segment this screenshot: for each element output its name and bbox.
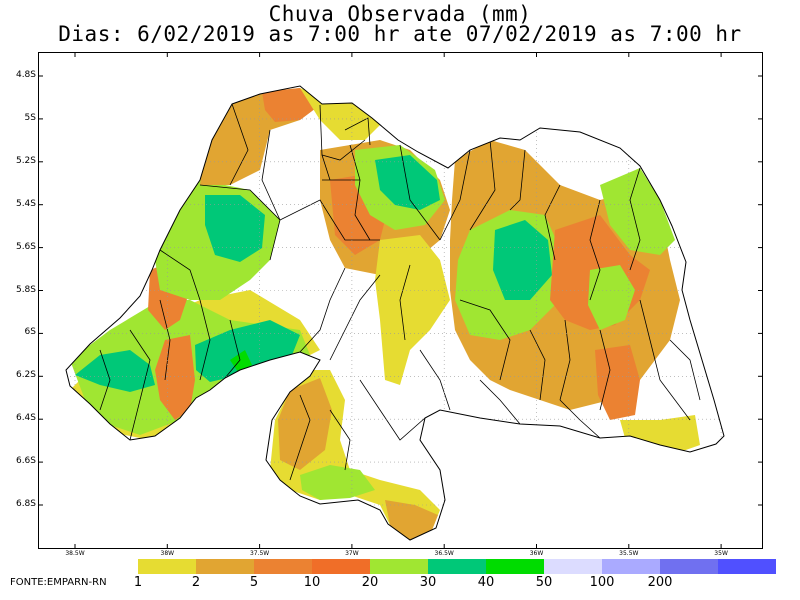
map-title: Chuva Observada (mm) xyxy=(268,2,532,26)
legend-swatch xyxy=(660,559,718,574)
legend-value: 30 xyxy=(419,575,437,590)
rain-zone-1mm-southeast xyxy=(620,415,700,452)
rain-zone-20mm-east-center xyxy=(588,265,635,330)
lon-tick-label: 38W xyxy=(160,550,175,557)
rain-zone-30mm-southwest xyxy=(195,320,300,382)
legend-value: 10 xyxy=(303,575,321,590)
lat-tick-label: 6.4S xyxy=(15,413,36,424)
legend-swatch xyxy=(428,559,486,574)
legend-swatch xyxy=(138,559,196,574)
rain-zone-5mm-southeast xyxy=(595,345,640,420)
rain-zone-20mm-northeast xyxy=(600,168,675,255)
legend-swatch xyxy=(718,559,776,574)
lon-tick-label: 35.5W xyxy=(619,550,639,557)
legend-swatch xyxy=(196,559,254,574)
rain-zone-2mm-south-tip xyxy=(385,500,438,540)
data-source: FONTE:EMPARN-RN xyxy=(10,577,107,588)
legend-swatch xyxy=(544,559,602,574)
rain-zone-30mm-central-north xyxy=(375,155,440,210)
legend-swatch xyxy=(486,559,544,574)
lat-tick-label: 6S xyxy=(24,327,36,338)
legend-swatch xyxy=(602,559,660,574)
lat-tick-label: 5.8S xyxy=(15,284,36,295)
lat-tick-label: 4.8S xyxy=(15,70,36,80)
legend-value: 40 xyxy=(477,575,495,590)
rain-zone-30mm-northwest xyxy=(205,195,265,262)
map-frame xyxy=(38,52,763,549)
rain-zone-30mm-west xyxy=(75,350,155,392)
legend-value: 1 xyxy=(133,575,143,590)
lon-tick-label: 38.5W xyxy=(65,550,85,557)
rain-zone-20mm-south xyxy=(300,465,375,500)
rain-zone-40mm-southwest xyxy=(230,350,252,372)
lat-tick-label: 6.6S xyxy=(15,456,36,467)
legend-swatch xyxy=(312,559,370,574)
legend-value: 100 xyxy=(589,575,615,590)
lat-tick-label: 5.6S xyxy=(15,241,36,252)
lon-tick-label: 37.5W xyxy=(249,550,270,557)
lat-tick-label: 6.8S xyxy=(15,499,36,509)
lon-tick-label: 36.5W xyxy=(434,550,454,557)
lon-tick-label: 35W xyxy=(714,550,728,557)
map-subtitle: Dias: 6/02/2019 as 7:00 hr ate 07/02/201… xyxy=(58,22,742,46)
rain-zone-1mm-central xyxy=(375,235,450,385)
legend-color-bar xyxy=(138,559,776,574)
legend-value: 50 xyxy=(535,575,553,590)
lat-tick-label: 5S xyxy=(24,112,36,123)
legend-value: 5 xyxy=(249,575,259,590)
rain-zone-30mm-east xyxy=(493,220,552,300)
legend-swatch xyxy=(254,559,312,574)
rain-zone-2mm-south-arm xyxy=(278,378,332,470)
lat-tick-label: 5.4S xyxy=(15,198,36,209)
lon-tick-label: 36W xyxy=(529,550,544,557)
legend-swatch xyxy=(370,559,428,574)
lat-tick-label: 5.2S xyxy=(15,155,36,166)
rain-zone-5mm-central-west xyxy=(155,335,195,420)
legend-value: 2 xyxy=(191,575,201,590)
legend-value: 20 xyxy=(361,575,379,590)
lat-tick-label: 6.2S xyxy=(15,370,36,381)
lon-tick-label: 37W xyxy=(345,550,359,557)
legend-value: 200 xyxy=(647,575,673,590)
